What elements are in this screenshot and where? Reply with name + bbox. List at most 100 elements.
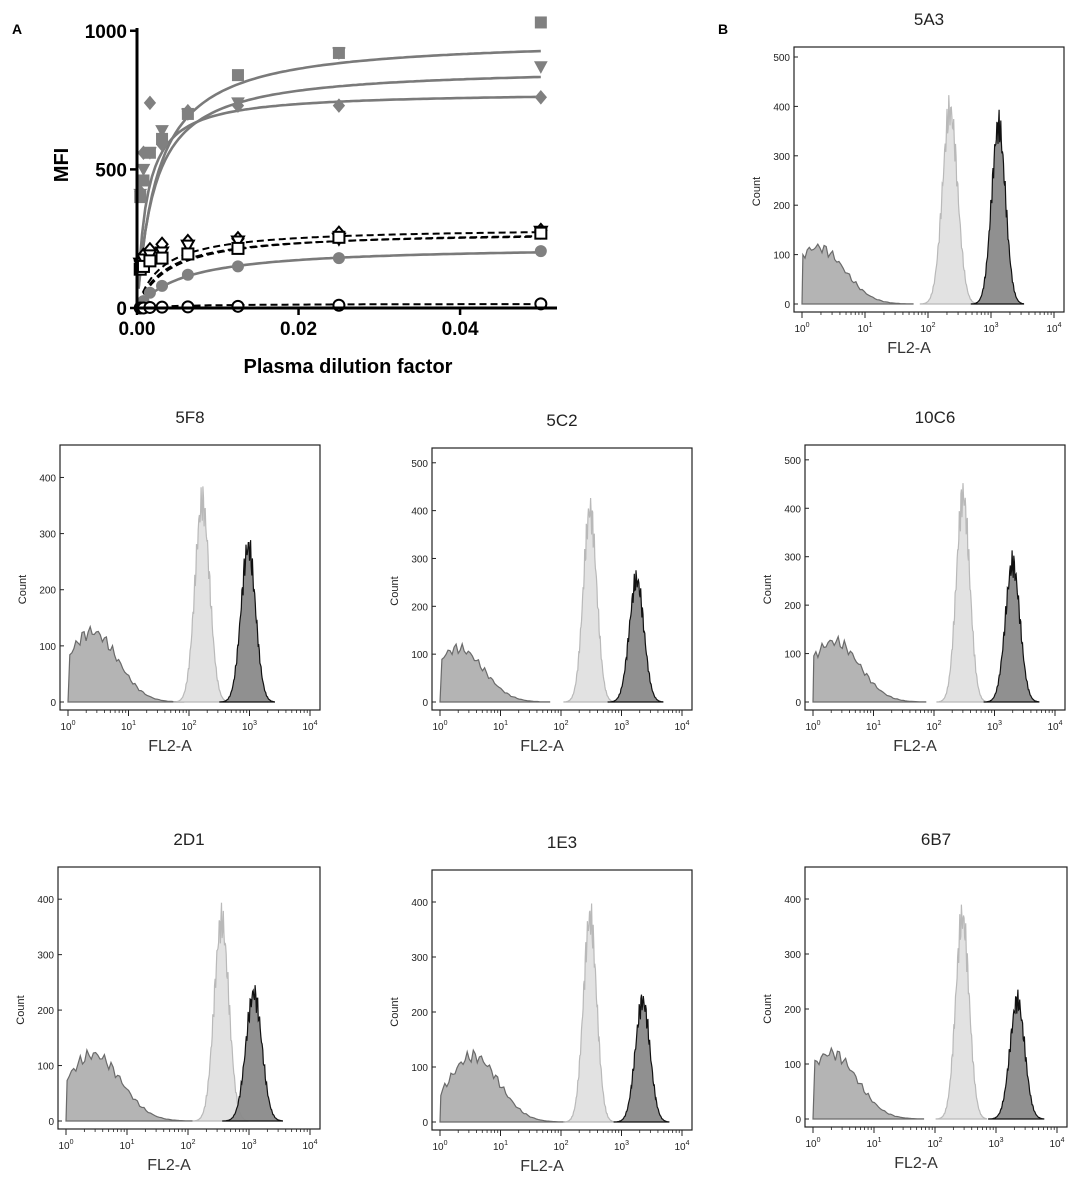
y-axis-title: Count [762, 575, 774, 604]
data-point-diamond-filled [534, 90, 548, 105]
fit-curve-square-filled [137, 49, 541, 289]
data-point-square-open [155, 251, 169, 265]
y-tick-label: 200 [411, 1008, 428, 1019]
y-tick-label: 100 [784, 1060, 801, 1071]
data-point-square-open [231, 241, 245, 255]
x-tick-label: 100 [432, 720, 447, 733]
histogram-panel-5F8: 5F8 0 100 200 300 400 100 101 102 103 104 FL2-A Coun… [17, 408, 321, 755]
x-tick-label: 104 [674, 1140, 689, 1153]
x-tick-label: 101 [866, 720, 881, 733]
x-tick-label: 101 [493, 720, 508, 733]
histogram-frame [793, 46, 1065, 313]
histogram-high-population [219, 540, 275, 703]
x-axis-title: FL2-A [148, 738, 192, 755]
y-tick-label: 400 [784, 504, 801, 515]
y-tick-label: 0 [795, 1115, 801, 1126]
data-point-square-filled [231, 69, 244, 82]
data-point-circle-filled [534, 245, 547, 258]
y-tick-label: 200 [37, 1006, 54, 1017]
data-point-triangle-filled [155, 125, 169, 138]
mfi-dose-response-chart: 0 500 1000 0.00 0.02 0.04 Plasma dilution fact… [51, 16, 557, 378]
y-tick-label: 200 [784, 1005, 801, 1016]
histogram-frame [57, 866, 321, 1130]
histogram-mid-population [936, 483, 988, 703]
histogram-low-population [812, 634, 927, 703]
y-axis-title: Count [17, 575, 29, 604]
y-tick-label: 100 [411, 1063, 428, 1074]
data-point-diamond-filled [231, 98, 245, 113]
x-axis-title: FL2-A [520, 1158, 564, 1175]
histogram-panel-10C6: 10C6 0 100 200 300 400 500 100 101 102 103 104 FL2-A… [762, 408, 1066, 755]
x-tick-label: 102 [180, 1139, 195, 1152]
histogram-title: 5F8 [175, 408, 204, 427]
x-tick-label: 102 [553, 720, 568, 733]
data-point-triangle-filled [534, 61, 548, 74]
y-tick-label: 500 [411, 459, 428, 470]
y-tick-label: 400 [37, 895, 54, 906]
x-tick-label: 104 [674, 720, 689, 733]
y-tick-label: 100 [39, 642, 56, 653]
histogram-mid-population [935, 904, 988, 1120]
x-axis-title: FL2-A [894, 1155, 938, 1172]
data-point-diamond-filled [155, 137, 169, 152]
x-tick-label: 104 [1047, 720, 1062, 733]
histogram-title: 2D1 [173, 830, 204, 849]
y-axis-title: Count [15, 995, 27, 1024]
histogram-low-population [801, 242, 914, 305]
data-point-square-open [181, 247, 195, 261]
histogram-title: 10C6 [915, 408, 956, 427]
fit-curve-square-open [137, 235, 541, 305]
histogram-frame [431, 869, 693, 1131]
x-tick-label: 100 [58, 1139, 73, 1152]
y-axis-title: Count [762, 994, 774, 1023]
x-axis-title: Plasma dilution factor [244, 356, 453, 378]
data-point-square-filled [534, 16, 547, 29]
y-tick-label: 100 [411, 650, 428, 661]
x-tick-label: 101 [119, 1139, 134, 1152]
y-tick-label: 500 [784, 456, 801, 467]
x-tick-label: 101 [121, 720, 136, 733]
y-axis-title: MFI [51, 148, 73, 182]
histogram-mid-population [919, 95, 978, 305]
x-tick-label: 100 [805, 1137, 820, 1150]
x-tick-label: 102 [927, 1137, 942, 1150]
x-tick-label: 102 [920, 322, 935, 335]
histogram-panel-6B7: 6B7 0 100 200 300 400 100 101 102 103 104 FL2-A Coun… [762, 830, 1068, 1172]
y-tick-label: 200 [773, 201, 790, 212]
data-point-square-open [534, 226, 548, 240]
histogram-low-population [439, 641, 551, 703]
histogram-high-population [613, 994, 670, 1123]
x-tick-label: 101 [866, 1137, 881, 1150]
y-tick-label: 0 [422, 698, 428, 709]
y-tick-label: 1000 [85, 22, 127, 43]
histogram-mid-population [563, 903, 615, 1123]
data-point-triangle-filled [136, 163, 151, 177]
fit-curve-triangle-filled [137, 75, 541, 289]
x-tick-label: 0.02 [280, 319, 317, 340]
x-tick-label: 103 [614, 720, 629, 733]
histogram-panel-2D1: 2D1 0 100 200 300 400 100 101 102 103 104 FL2-A Coun… [15, 830, 321, 1174]
y-tick-label: 200 [39, 586, 56, 597]
y-tick-label: 0 [116, 299, 127, 320]
data-point-triangle-open [180, 239, 196, 254]
x-tick-label: 104 [302, 720, 317, 733]
data-point-diamond-filled [332, 98, 346, 113]
data-point-diamond-filled [181, 103, 195, 119]
y-tick-label: 400 [411, 898, 428, 909]
x-tick-label: 101 [857, 322, 872, 335]
y-axis-title: Count [389, 997, 401, 1026]
x-tick-label: 100 [60, 720, 75, 733]
histogram-title: 5A3 [914, 10, 944, 29]
data-point-circle-filled [156, 279, 169, 292]
y-tick-label: 0 [422, 1118, 428, 1129]
data-point-diamond-filled [137, 145, 150, 161]
y-tick-label: 400 [773, 102, 790, 113]
y-tick-label: 0 [795, 698, 801, 709]
data-point-circle-filled [143, 286, 156, 299]
x-tick-label: 103 [987, 720, 1002, 733]
histogram-panel-1E3: 1E3 0 100 200 300 400 100 101 102 103 104 FL2-A Coun… [389, 833, 693, 1175]
panel-b-label: B [718, 21, 728, 37]
x-tick-label: 104 [1046, 322, 1061, 335]
x-axis-title: FL2-A [147, 1157, 191, 1174]
data-point-square-filled [137, 174, 150, 187]
